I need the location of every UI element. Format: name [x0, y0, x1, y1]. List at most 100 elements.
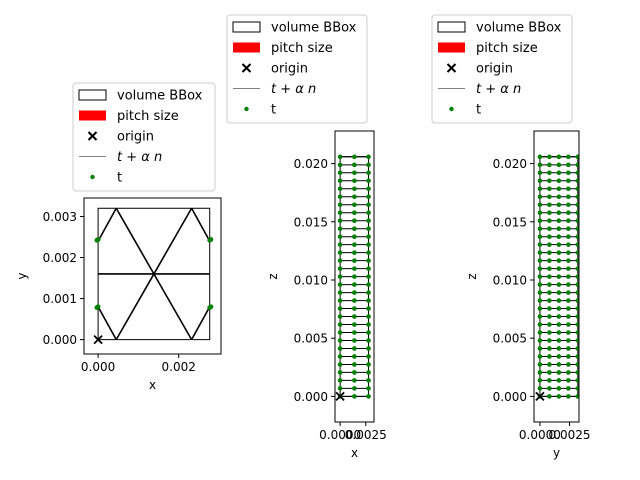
y-tick-label: 0.003	[43, 210, 77, 224]
legend-label: t	[271, 103, 276, 118]
point-t	[547, 170, 552, 176]
point-t	[366, 266, 371, 271]
point-t	[566, 346, 571, 351]
point-t	[566, 250, 571, 255]
point-t	[337, 338, 343, 343]
legend-handle-point	[244, 106, 249, 112]
point-t	[366, 306, 371, 311]
point-t	[208, 304, 214, 310]
point-t	[566, 218, 571, 224]
point-t	[575, 154, 579, 160]
line-t-alpha-n	[190, 306, 211, 341]
point-t	[352, 394, 357, 399]
point-t	[337, 258, 343, 263]
point-t	[556, 194, 562, 200]
point-t	[337, 186, 343, 192]
point-t	[337, 282, 343, 287]
point-t	[537, 282, 543, 287]
point-t	[366, 298, 371, 303]
point-t	[537, 306, 543, 311]
point-t	[547, 346, 552, 351]
y-tick-label: 0.010	[493, 273, 527, 287]
point-t	[337, 170, 343, 176]
point-t	[575, 242, 579, 247]
point-t	[547, 330, 552, 335]
y-tick-label: 0.000	[294, 390, 328, 404]
point-t	[547, 250, 552, 255]
point-t	[547, 274, 552, 279]
legend-handle-origin-b	[241, 63, 252, 73]
point-t	[366, 170, 371, 176]
y-tick-label: 0.005	[294, 332, 328, 346]
point-t	[556, 346, 562, 351]
point-t	[556, 162, 562, 168]
point-t	[556, 362, 562, 367]
point-t	[575, 298, 579, 303]
plot-area	[94, 207, 214, 341]
y-tick-label: 0.020	[493, 157, 527, 171]
point-t	[337, 210, 343, 216]
x-tick-label: 0.000	[81, 360, 115, 374]
point-t	[575, 290, 579, 295]
point-t	[566, 242, 571, 247]
legend-frame	[226, 14, 368, 124]
point-t	[337, 242, 343, 247]
point-t	[556, 226, 562, 232]
point-t	[352, 314, 357, 319]
legend-label: t + α n	[117, 150, 162, 165]
point-t	[352, 370, 357, 375]
point-t	[575, 314, 579, 319]
legend-label: pitch size	[117, 109, 179, 124]
point-t	[337, 298, 343, 303]
plot-area	[337, 154, 371, 399]
point-t	[575, 306, 579, 311]
point-t	[337, 266, 343, 271]
origin-marker-b	[93, 334, 103, 345]
y-tick-label: 0.001	[43, 292, 77, 306]
point-t	[547, 194, 552, 200]
point-t	[366, 282, 371, 287]
point-t	[95, 237, 101, 242]
point-t	[537, 194, 543, 200]
point-t	[95, 304, 101, 310]
point-t	[547, 378, 552, 383]
point-t	[366, 162, 371, 168]
point-t	[337, 274, 343, 279]
point-t	[575, 186, 579, 192]
point-t	[537, 170, 543, 176]
point-t	[366, 322, 371, 327]
point-t	[575, 170, 579, 176]
point-t	[575, 362, 579, 367]
point-t	[547, 258, 552, 263]
y-axis-label: y	[15, 272, 29, 279]
point-t	[547, 202, 552, 208]
point-t	[556, 314, 562, 319]
point-t	[337, 226, 343, 232]
point-t	[566, 378, 571, 383]
point-t	[566, 338, 571, 343]
point-t	[352, 386, 357, 391]
point-t	[556, 242, 562, 247]
point-t	[366, 210, 371, 216]
point-t	[566, 194, 571, 200]
point-t	[556, 234, 562, 239]
point-t	[352, 266, 357, 271]
x-tick-label: 0.0025	[345, 428, 387, 442]
legend-frame	[431, 14, 573, 124]
point-t	[556, 298, 562, 303]
point-t	[337, 154, 343, 160]
point-t	[352, 210, 357, 216]
point-t	[366, 330, 371, 335]
point-t	[337, 330, 343, 335]
legend-label: t + α n	[271, 82, 316, 97]
point-t	[337, 322, 343, 327]
point-t	[556, 378, 562, 383]
point-t	[575, 258, 579, 263]
y-tick-label: 0.015	[294, 215, 328, 229]
point-t	[566, 154, 571, 160]
point-t	[537, 378, 543, 383]
point-t	[556, 258, 562, 263]
point-t	[566, 354, 571, 359]
